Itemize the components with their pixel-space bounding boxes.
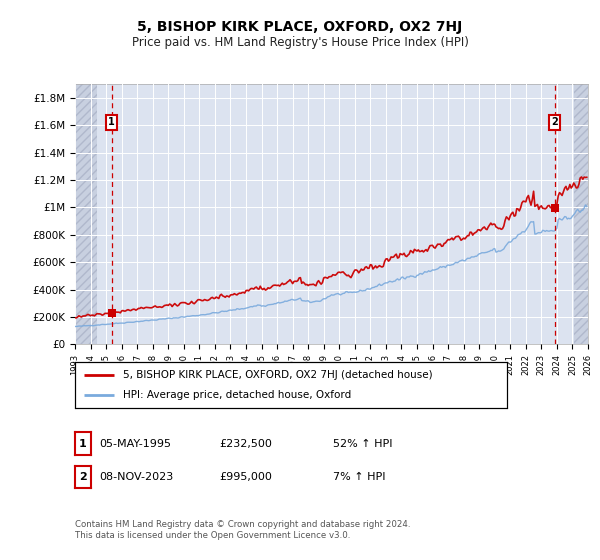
Text: 05-MAY-1995: 05-MAY-1995 bbox=[99, 438, 171, 449]
Text: 1: 1 bbox=[108, 118, 115, 127]
Text: 08-NOV-2023: 08-NOV-2023 bbox=[99, 472, 173, 482]
Text: £995,000: £995,000 bbox=[219, 472, 272, 482]
Text: HPI: Average price, detached house, Oxford: HPI: Average price, detached house, Oxfo… bbox=[122, 390, 351, 400]
Bar bbox=[75, 84, 97, 344]
Text: Contains HM Land Registry data © Crown copyright and database right 2024.
This d: Contains HM Land Registry data © Crown c… bbox=[75, 520, 410, 540]
Text: Price paid vs. HM Land Registry's House Price Index (HPI): Price paid vs. HM Land Registry's House … bbox=[131, 36, 469, 49]
Text: 2: 2 bbox=[551, 118, 558, 127]
Text: 1: 1 bbox=[79, 438, 86, 449]
Text: £232,500: £232,500 bbox=[219, 438, 272, 449]
Text: 7% ↑ HPI: 7% ↑ HPI bbox=[333, 472, 386, 482]
Text: 2: 2 bbox=[79, 472, 86, 482]
Text: 52% ↑ HPI: 52% ↑ HPI bbox=[333, 438, 392, 449]
Bar bbox=[574, 84, 588, 344]
Text: 5, BISHOP KIRK PLACE, OXFORD, OX2 7HJ (detached house): 5, BISHOP KIRK PLACE, OXFORD, OX2 7HJ (d… bbox=[122, 370, 432, 380]
Text: 5, BISHOP KIRK PLACE, OXFORD, OX2 7HJ: 5, BISHOP KIRK PLACE, OXFORD, OX2 7HJ bbox=[137, 20, 463, 34]
